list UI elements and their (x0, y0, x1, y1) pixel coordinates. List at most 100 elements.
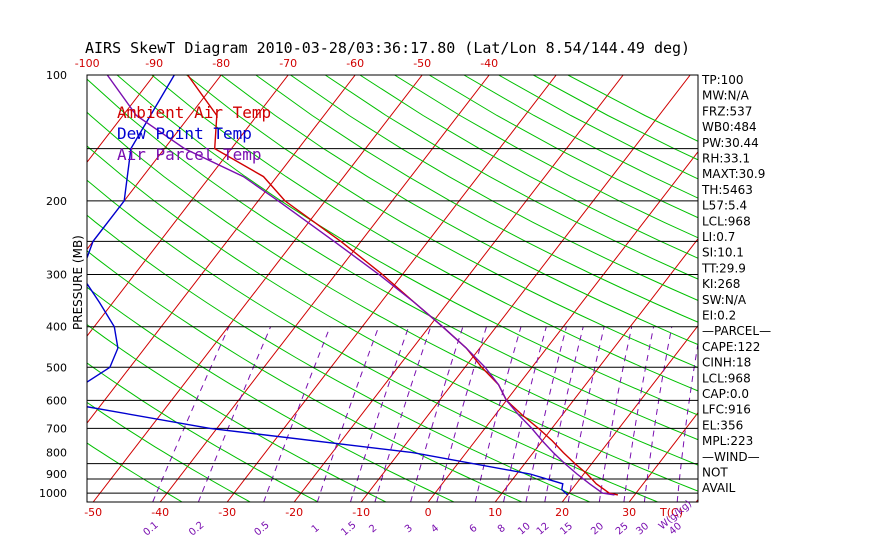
bottom-temperature-tick: -50 (84, 506, 102, 519)
mixing-ratio-tick: 10 (516, 521, 533, 538)
isotherm-line (226, 75, 557, 502)
stat-line: MAXT:30.9 (702, 167, 765, 181)
stat-line: —PARCEL— (702, 324, 771, 338)
mixing-ratio-tick: 12 (535, 521, 552, 538)
isotherm-line (427, 150, 698, 502)
mixing-ratio-tick: 8 (496, 523, 508, 536)
stat-line: SW:N/A (702, 293, 747, 307)
stat-line: LCL:968 (702, 214, 751, 228)
plot-frame (86, 74, 699, 503)
stat-line: NOT (702, 466, 728, 480)
top-temperature-tick: -100 (75, 57, 100, 70)
isotherm-line (159, 75, 490, 502)
stat-line: TP:100 (701, 73, 744, 87)
dry-adiabat-line (428, 75, 698, 219)
dry-adiabat-line (87, 362, 319, 502)
stat-line: WB0:484 (702, 120, 757, 134)
mixing-ratio-tick: 0.1 (141, 520, 160, 539)
dry-adiabat-line (87, 401, 251, 502)
isotherm-line (830, 75, 870, 502)
isotherm-line (561, 324, 698, 502)
stat-line: KI:268 (702, 277, 740, 291)
mixing-ratio-ticks: 0.1 0.2 0.5 1 1.5 2 3 4 6 8 10 12 15 20 25 30 40 (141, 520, 684, 539)
stat-line: LCL:968 (702, 371, 751, 385)
bottom-temperature-ticks: -50 -40 -30 -20 -10 0 10 20 30 (84, 506, 636, 519)
mixing-ratio-line (316, 326, 380, 502)
pressure-tick-label: 300 (46, 269, 67, 282)
pressure-tick-label: 500 (46, 361, 67, 374)
isotherm-line (494, 237, 698, 502)
stat-line: CAPE:122 (702, 340, 760, 354)
isotherm-line (87, 75, 222, 250)
mixing-ratio-line (152, 326, 230, 502)
pressure-tick-label: 1000 (39, 487, 67, 500)
x-axis-label: T(C) (659, 506, 683, 519)
isotherm-line (293, 75, 624, 502)
stat-line: LI:0.7 (702, 230, 735, 244)
mixing-ratio-tick: 0.2 (187, 520, 206, 539)
mixing-ratio-line (350, 326, 410, 502)
mixing-ratio-tick: 1.5 (339, 520, 358, 539)
dry-adiabat-line (116, 75, 698, 416)
mixing-ratio-line (643, 326, 673, 502)
mixing-ratio-line (623, 326, 655, 502)
mixing-ratio-line (374, 326, 432, 502)
mixing-ratio-line (676, 340, 698, 502)
mixing-ratio-tick: 1 (310, 523, 322, 536)
dry-adiabat-line (87, 179, 658, 502)
dry-adiabat-line (220, 75, 698, 346)
dry-adiabat-line (151, 75, 698, 392)
mixing-ratio-tick: 25 (614, 521, 631, 538)
dry-adiabat-line (87, 145, 698, 492)
bottom-temperature-tick: 0 (425, 506, 432, 519)
stat-line: L57:5.4 (702, 199, 747, 213)
mixing-ratio-tick: 15 (558, 521, 575, 538)
dry-adiabat-line (87, 250, 523, 502)
dry-adiabat-line (87, 78, 698, 441)
stat-line: SI:10.1 (702, 246, 744, 260)
dry-adiabat-line (87, 442, 183, 502)
dry-adiabat-line (359, 75, 698, 259)
mixing-ratio-line (503, 326, 547, 502)
mixing-ratio-tick: 6 (468, 523, 480, 536)
bottom-temperature-tick: 30 (622, 506, 636, 519)
isotherm-line (763, 75, 870, 502)
dry-adiabat-line (87, 324, 387, 502)
top-temperature-tick: -40 (480, 57, 498, 70)
mixing-ratio-line (263, 326, 331, 502)
stat-line: —WIND— (702, 450, 760, 464)
mixing-ratio-line (598, 326, 633, 502)
stat-line: TT:29.9 (701, 261, 746, 275)
top-temperature-ticks: -100 -90 -80 -70 -60 -50 -40 (75, 57, 498, 70)
stat-line: PW:30.44 (702, 136, 759, 150)
dry-adiabat-line (255, 75, 698, 323)
stat-line: EL:356 (702, 418, 743, 432)
isotherm-line (87, 75, 155, 164)
profile-series (87, 75, 619, 496)
mixing-ratio-tick: 3 (403, 523, 415, 536)
isotherm-line (0, 75, 20, 502)
mixing-ratio-line (544, 326, 584, 502)
stat-line: CAP:0.0 (702, 387, 749, 401)
series-air-parcel-temp (106, 75, 615, 496)
legend-dew-point: Dew Point Temp (117, 124, 252, 143)
stat-line: RH:33.1 (702, 152, 750, 166)
mixing-ratio-line (410, 326, 464, 502)
series-dew-point-temp (87, 75, 569, 496)
mixing-ratio-tick: 20 (589, 521, 606, 538)
pressure-tick-label: 100 (46, 69, 67, 82)
series-ambient-air-temp (187, 75, 619, 496)
stat-line: MPL:223 (702, 434, 753, 448)
stat-line: AVAIL (702, 481, 736, 495)
y-axis-label: PRESSURE (MB) (71, 235, 85, 330)
bottom-temperature-tick: -30 (218, 506, 236, 519)
pressure-tick-label: 800 (46, 447, 67, 460)
top-temperature-tick: -90 (145, 57, 163, 70)
dry-adiabat-line (87, 111, 698, 466)
mixing-ratio-line (436, 326, 487, 502)
legend-parcel-temp: Air Parcel Temp (117, 145, 262, 164)
stat-line: LFC:916 (702, 403, 751, 417)
pressure-tick-label: 600 (46, 394, 67, 407)
stat-line: EI:0.2 (702, 309, 736, 323)
